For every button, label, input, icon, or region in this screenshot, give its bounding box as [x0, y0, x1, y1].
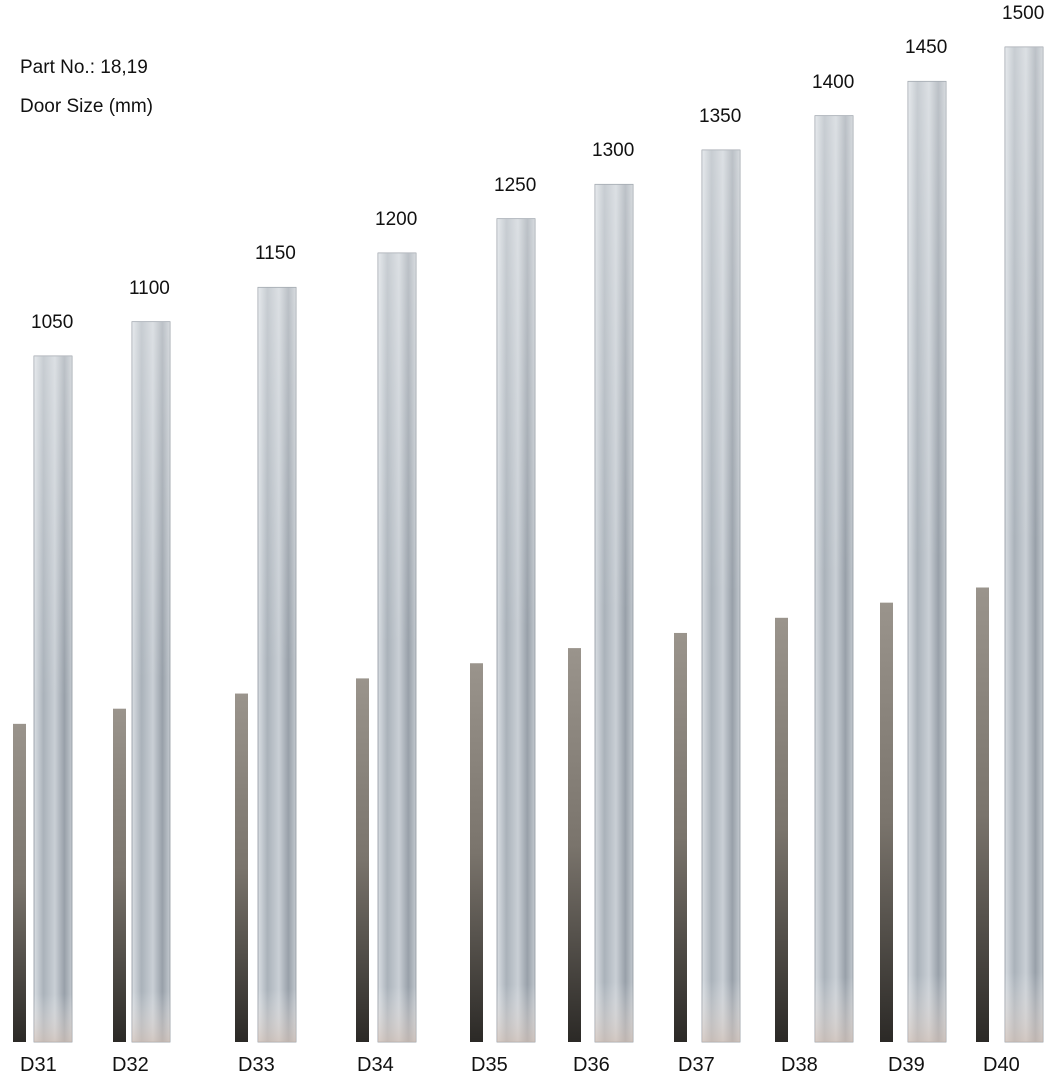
door-code-label: D35: [471, 1054, 508, 1076]
door-size-label: 1250: [494, 174, 537, 196]
door-code-label: D31: [20, 1054, 57, 1076]
rod-d34: [356, 678, 369, 1042]
rod-d38: [775, 617, 788, 1042]
rod-d37: [674, 632, 687, 1042]
door-size-label: 1150: [255, 243, 296, 265]
door-code-label: D38: [781, 1054, 818, 1076]
door-code-label: D34: [357, 1054, 394, 1076]
door-size-label: 1400: [812, 71, 855, 93]
door-size-label: 1500: [1002, 3, 1045, 24]
door-size-label: 1200: [375, 209, 418, 230]
flat-bar-d40: [1004, 46, 1044, 1043]
flat-bar-d38: [814, 115, 854, 1043]
door-code-label: D39: [888, 1054, 925, 1076]
rod-d36: [568, 648, 581, 1042]
rod-d32: [113, 708, 126, 1042]
part-number-text: Part No.: 18,19: [20, 57, 148, 78]
flat-bar-d34: [377, 252, 417, 1043]
flat-bar-d31: [33, 355, 73, 1043]
rod-d31: [13, 723, 26, 1042]
flat-bar-d36: [594, 183, 634, 1043]
door-code-label: D33: [238, 1054, 275, 1076]
door-size-label: 1050: [31, 312, 74, 333]
flat-bar-d33: [257, 286, 297, 1043]
rod-d40: [976, 587, 989, 1042]
door-size-label: 1300: [592, 140, 635, 162]
door-size-label: 1350: [699, 106, 742, 127]
door-code-label: D37: [678, 1054, 715, 1076]
flat-bars-group: [33, 46, 1044, 1043]
rods-group: [13, 587, 989, 1042]
door-code-label: D40: [983, 1054, 1020, 1076]
flat-bar-d37: [701, 149, 741, 1043]
door-code-label: D36: [573, 1054, 610, 1076]
rod-d39: [880, 602, 893, 1042]
door-size-label: 1100: [129, 277, 170, 299]
door-size-label: 1450: [905, 37, 948, 59]
flat-bar-d35: [496, 218, 536, 1043]
rod-d35: [470, 663, 483, 1042]
door-size-unit-text: Door Size (mm): [20, 96, 154, 117]
flat-bar-d39: [907, 80, 947, 1043]
flat-bar-d32: [131, 321, 171, 1043]
door-code-label: D32: [112, 1054, 149, 1076]
rod-d33: [235, 693, 248, 1042]
